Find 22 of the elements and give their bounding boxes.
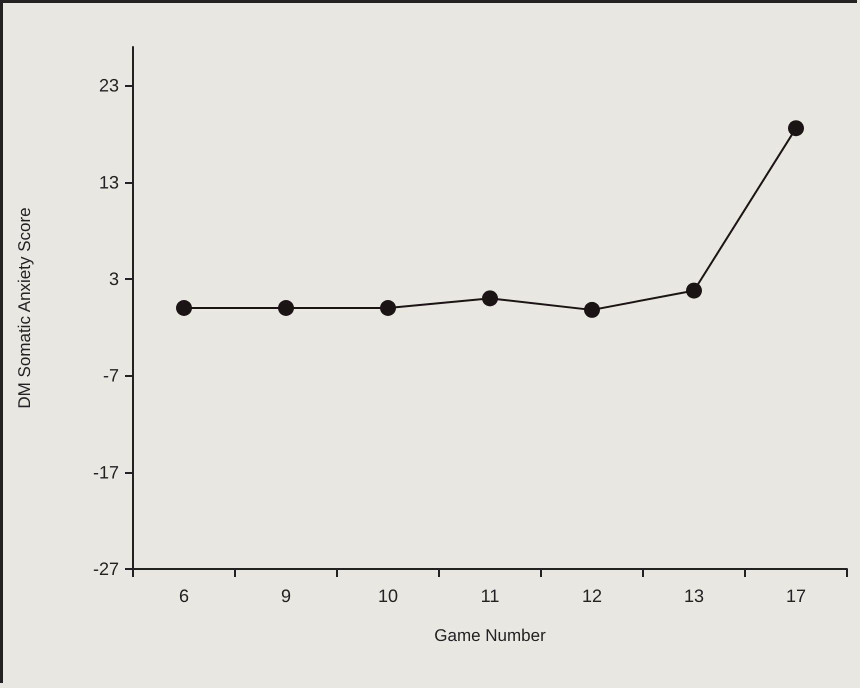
point — [278, 300, 294, 316]
x-tick-label: 12 — [582, 586, 602, 606]
x-tick-label: 10 — [378, 586, 398, 606]
point — [686, 282, 702, 299]
x-tick-label: 13 — [684, 586, 704, 606]
y-tick-label: 23 — [98, 76, 119, 96]
y-tick-label: -27 — [92, 559, 119, 579]
point — [788, 120, 804, 136]
y-tick-label: 3 — [108, 269, 119, 289]
point — [176, 300, 192, 316]
x-axis-title: Game Number — [434, 626, 546, 645]
point — [584, 302, 600, 318]
x-tick-label: 6 — [178, 586, 190, 606]
y-tick-label: -7 — [102, 366, 119, 386]
y-tick-label: 13 — [98, 172, 119, 192]
y-tick-label: -17 — [92, 462, 119, 482]
x-tick-label: 9 — [280, 586, 292, 606]
x-tick-label: 11 — [480, 586, 500, 606]
point — [482, 290, 498, 306]
point — [380, 300, 396, 316]
x-tick-label: 17 — [786, 586, 806, 606]
y-axis-title: DM Somatic Anxiety Score — [15, 207, 34, 409]
